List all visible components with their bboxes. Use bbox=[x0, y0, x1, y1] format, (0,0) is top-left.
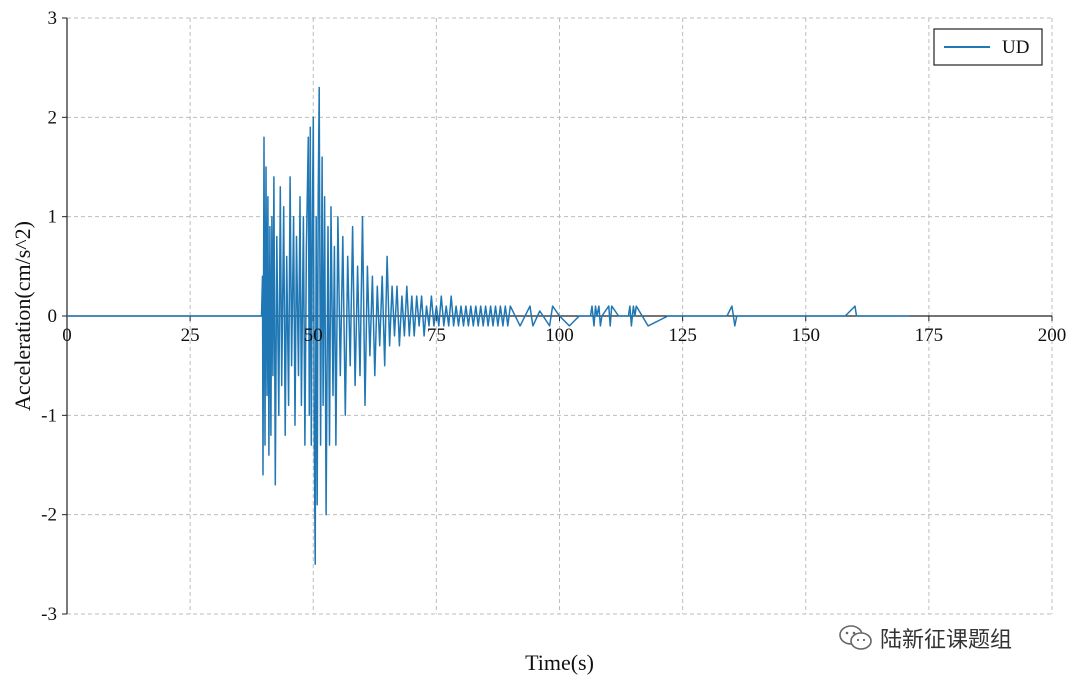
x-tick-label: 75 bbox=[427, 325, 446, 346]
x-tick-label: 50 bbox=[304, 325, 323, 346]
x-tick-label: 200 bbox=[1038, 325, 1067, 346]
watermark-text: 陆新征课题组 bbox=[880, 628, 1013, 653]
watermark: 陆新征课题组 bbox=[838, 622, 1012, 654]
x-axis-title: Time(s) bbox=[525, 650, 594, 675]
series-line-UD bbox=[67, 86, 910, 566]
series-lines bbox=[67, 86, 910, 566]
x-tick-label: 125 bbox=[668, 325, 697, 346]
y-tick-label: -2 bbox=[41, 505, 57, 526]
x-tick-label: 25 bbox=[181, 325, 200, 346]
y-tick-label: -3 bbox=[41, 604, 57, 625]
y-tick-label: 1 bbox=[48, 207, 58, 228]
y-axis-title: Acceleration(cm/s^2) bbox=[10, 221, 35, 411]
tick-labels: 0 25 50 75 100 125 150 175 200 -3 -2 -1 0 1 2 3 bbox=[41, 8, 1066, 625]
y-tick-label: -1 bbox=[41, 405, 57, 426]
legend: UD bbox=[933, 28, 1043, 66]
y-tick-label: 3 bbox=[48, 8, 58, 29]
x-tick-label: 100 bbox=[545, 325, 574, 346]
legend-label: UD bbox=[1002, 37, 1029, 58]
y-tick-label: 0 bbox=[48, 306, 58, 327]
y-tick-label: 2 bbox=[48, 107, 58, 128]
x-tick-label: 0 bbox=[62, 325, 72, 346]
x-tick-label: 175 bbox=[915, 325, 944, 346]
x-tick-label: 150 bbox=[792, 325, 821, 346]
wechat-icon bbox=[839, 625, 872, 650]
